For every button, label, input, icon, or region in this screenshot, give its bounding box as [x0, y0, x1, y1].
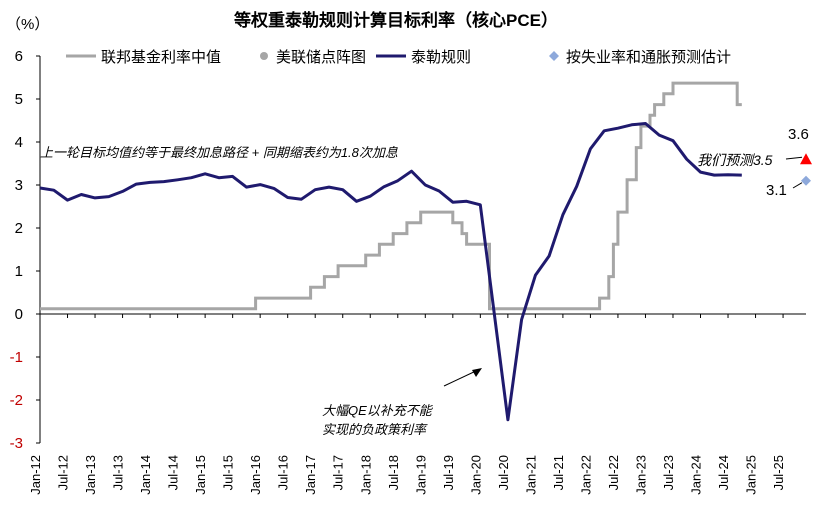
x-tick-label: Jul-24: [716, 455, 731, 490]
x-axis: Jan-12 Jul-12 Jan-13 Jul-13 Jan-14 Jul-14 Jan-…: [28, 314, 786, 495]
taylor-rule-line: [39, 122, 742, 422]
y-tick-label: 2: [15, 220, 23, 237]
legend-swatch-forecast: [549, 51, 559, 61]
annotation-arrow-line: [443, 369, 479, 387]
legend-label-taylor: 泰勒规则: [411, 49, 471, 66]
x-tick-label: Jul-12: [56, 455, 71, 490]
x-tick-label: Jan-15: [193, 455, 208, 495]
annotation-hike-path: 上一轮目标均值约等于最终加息路径 + 同期缩表约为1.8次加息: [40, 145, 398, 160]
x-tick-label: Jul-17: [331, 455, 346, 490]
x-tick-label: Jul-15: [221, 455, 236, 490]
chart-title: 等权重泰勒规则计算目标利率（核心PCE）: [234, 10, 558, 30]
forecast-low-leader: [792, 182, 803, 189]
forecast-diamond-marker: [801, 175, 811, 186]
forecast-high-leader: [785, 156, 803, 160]
y-axis-unit-label: （%）: [6, 16, 49, 33]
y-tick-label: -1: [10, 349, 23, 366]
forecast-value-low: 3.1: [766, 182, 787, 199]
x-tick-label: Jan-24: [689, 455, 704, 495]
x-tick-label: Jan-16: [248, 455, 263, 495]
forecast-label: 我们预测3.5: [697, 152, 773, 168]
x-tick-label: Jan-18: [358, 455, 373, 495]
legend-label-fed-funds: 联邦基金利率中值: [101, 49, 221, 66]
y-axis: 6 5 4 3 2 1 0 -1 -2 -3: [10, 48, 41, 452]
y-tick-label: 5: [15, 91, 23, 108]
annotation-arrowhead: [472, 368, 482, 377]
x-tick-label: Jan-22: [578, 455, 593, 495]
y-tick-label: 4: [15, 134, 23, 151]
y-tick-label: -2: [10, 392, 23, 409]
x-tick-label: Jan-25: [744, 455, 759, 495]
x-tick-label: Jul-22: [606, 455, 621, 490]
forecast-value-high: 3.6: [788, 126, 809, 143]
annotation-qe-line1: 大幅QE以补充不能: [322, 403, 434, 418]
x-tick-label: Jul-20: [496, 455, 511, 490]
x-tick-label: Jan-19: [413, 455, 428, 495]
y-tick-label: 0: [15, 306, 23, 323]
x-tick-label: Jul-14: [166, 455, 181, 490]
forecast-triangle-marker: [800, 153, 812, 165]
x-tick-label: Jul-13: [111, 455, 126, 490]
y-tick-label: 3: [15, 177, 23, 194]
series-layer: [39, 81, 812, 422]
y-tick-label: -3: [10, 435, 23, 452]
x-tick-label: Jan-17: [303, 455, 318, 495]
x-tick-label: Jul-18: [386, 455, 401, 490]
x-tick-label: Jan-14: [138, 455, 153, 495]
x-tick-label: Jul-19: [441, 455, 456, 490]
x-tick-label: Jan-13: [83, 455, 98, 495]
y-tick-label: 6: [15, 48, 23, 65]
x-tick-label: Jul-23: [661, 455, 676, 490]
x-tick-label: Jan-21: [523, 455, 538, 495]
x-tick-label: Jan-20: [468, 455, 483, 495]
x-tick-label: Jan-23: [633, 455, 648, 495]
legend: 联邦基金利率中值 美联储点阵图 泰勒规则 按失业率和通胀预测估计: [66, 49, 731, 66]
x-tick-label: Jan-12: [28, 455, 43, 495]
legend-swatch-dot-plot: [260, 52, 268, 60]
x-tick-label: Jul-16: [276, 455, 291, 490]
legend-label-forecast: 按失业率和通胀预测估计: [566, 49, 731, 66]
fed-funds-line: [40, 81, 742, 311]
y-tick-label: 1: [15, 263, 23, 280]
legend-label-dot-plot: 美联储点阵图: [276, 49, 366, 66]
x-tick-label: Jul-21: [551, 455, 566, 490]
annotation-qe-line2: 实现的负政策利率: [322, 422, 428, 437]
x-tick-label: Jul-25: [771, 455, 786, 490]
